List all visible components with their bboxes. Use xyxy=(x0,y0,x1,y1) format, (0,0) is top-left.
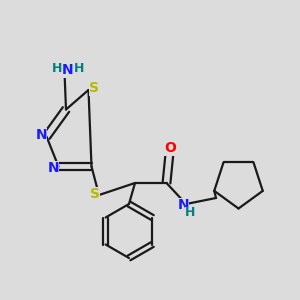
Text: N: N xyxy=(62,64,73,77)
Text: H: H xyxy=(185,206,195,220)
Text: N: N xyxy=(178,198,189,212)
Text: N: N xyxy=(35,128,47,142)
Text: N: N xyxy=(47,161,59,175)
Text: H: H xyxy=(52,62,62,75)
Text: H: H xyxy=(74,62,84,75)
Text: S: S xyxy=(90,187,100,201)
Text: S: S xyxy=(89,82,99,95)
Text: O: O xyxy=(164,142,176,155)
